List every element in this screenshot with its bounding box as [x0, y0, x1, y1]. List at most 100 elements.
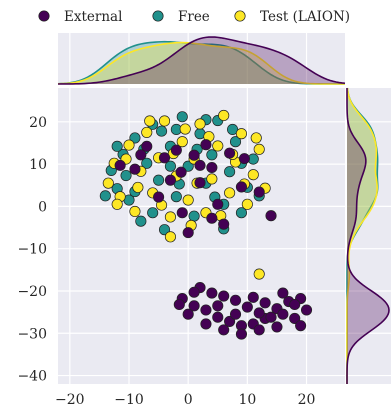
scatter-point	[277, 308, 289, 320]
scatter-point	[144, 115, 156, 127]
kde-line-right	[346, 88, 390, 385]
scatter-point	[182, 160, 194, 172]
scatter-point	[194, 177, 206, 189]
kde-line-top	[57, 41, 346, 85]
scatter-point	[289, 298, 301, 311]
scatter-point	[218, 324, 230, 336]
right-marginal-kde	[346, 87, 391, 385]
scatter-point	[158, 224, 171, 236]
scatter-point	[206, 287, 218, 299]
scatter-point	[135, 149, 147, 161]
scatter-point	[175, 166, 187, 178]
scatter-point	[218, 218, 230, 230]
scatter-point	[147, 207, 159, 219]
scatter-point	[224, 187, 236, 199]
scatter-point	[238, 153, 250, 165]
scatter-point	[176, 111, 188, 123]
scatter-point	[182, 194, 194, 206]
x-tick-label: −20	[55, 392, 85, 408]
legend-marker	[234, 10, 246, 22]
scatter-point	[111, 140, 123, 152]
scatter-point	[235, 181, 247, 193]
main-scatter-plot: −20 −10 0 10 20 −40 −30 −20 −10 0 10 20	[17, 88, 345, 408]
y-tick-label: 10	[29, 157, 47, 173]
top-marginal-background	[58, 33, 345, 84]
scatter-point	[141, 140, 153, 152]
scatter-point	[259, 297, 271, 309]
scatter-point	[179, 123, 191, 135]
scatter-point	[235, 207, 247, 219]
scatter-point	[158, 115, 171, 127]
scatter-point	[114, 159, 126, 171]
scatter-point	[253, 324, 265, 336]
y-tick-label: 20	[29, 115, 47, 131]
scatter-point	[224, 166, 236, 178]
legend-label: External	[64, 9, 122, 25]
y-tick-label: 0	[38, 199, 47, 215]
scatter-point	[265, 311, 277, 323]
scatter-point	[135, 215, 147, 227]
scatter-point	[265, 210, 277, 222]
y-tick-label: −30	[17, 326, 47, 342]
legend-marker	[152, 10, 164, 22]
scatter-point	[224, 147, 236, 159]
scatter-point	[206, 149, 218, 161]
scatter-point	[170, 191, 182, 203]
kde-line-right	[346, 87, 378, 384]
legend-label: Test (LAION)	[260, 9, 350, 25]
scatter-point	[277, 287, 289, 299]
kde-area-right	[347, 88, 378, 384]
scatter-point	[141, 157, 153, 169]
scatter-point	[229, 308, 242, 320]
scatter-point	[250, 132, 262, 144]
scatter-point	[212, 300, 224, 312]
scatter-point	[123, 139, 135, 151]
scatter-point	[253, 307, 265, 319]
scatter-point	[102, 177, 114, 189]
scatter-point	[253, 268, 265, 280]
scatter-point	[153, 191, 165, 203]
scatter-point	[120, 169, 132, 182]
y-tick-label: −10	[17, 242, 47, 258]
x-tick-label: 20	[298, 392, 316, 408]
legend: External Free Test (LAION)	[38, 9, 350, 25]
scatter-point	[218, 109, 230, 122]
scatter-point	[164, 211, 176, 223]
scatter-point	[247, 169, 259, 181]
scatter-point	[111, 198, 123, 210]
scatter-point	[247, 291, 259, 303]
scatter-point	[253, 186, 265, 198]
scatter-point	[241, 301, 253, 313]
scatter-point	[188, 286, 200, 298]
scatter-point	[176, 136, 188, 148]
scatter-point	[224, 315, 236, 327]
scatter-point	[206, 212, 218, 224]
kde-area-right	[347, 88, 378, 384]
scatter-point	[194, 159, 206, 171]
scatter-point	[212, 140, 224, 152]
x-tick-label: 0	[184, 392, 193, 408]
scatter-point	[271, 321, 283, 333]
scatter-point	[227, 123, 239, 135]
scatter-point	[141, 126, 153, 138]
scatter-point	[235, 128, 247, 140]
legend-marker	[38, 10, 50, 22]
y-tick-label: −20	[17, 284, 47, 300]
legend-label: Free	[178, 9, 210, 25]
scatter-point	[129, 163, 141, 175]
scatter-point	[153, 174, 165, 186]
scatter-point	[129, 205, 141, 218]
scatter-point	[229, 136, 242, 148]
scatter-point	[164, 231, 176, 243]
scatter-point	[218, 290, 230, 302]
y-tick-label: −40	[17, 369, 47, 385]
x-tick-label: 10	[238, 392, 256, 408]
scatter-point	[132, 181, 144, 193]
scatter-point	[188, 300, 200, 312]
scatter-point	[200, 318, 212, 330]
scatter-point	[129, 132, 141, 144]
scatter-point	[241, 198, 253, 210]
scatter-point	[170, 144, 182, 156]
kde-area-top	[58, 37, 345, 84]
scatter-point	[182, 308, 194, 320]
